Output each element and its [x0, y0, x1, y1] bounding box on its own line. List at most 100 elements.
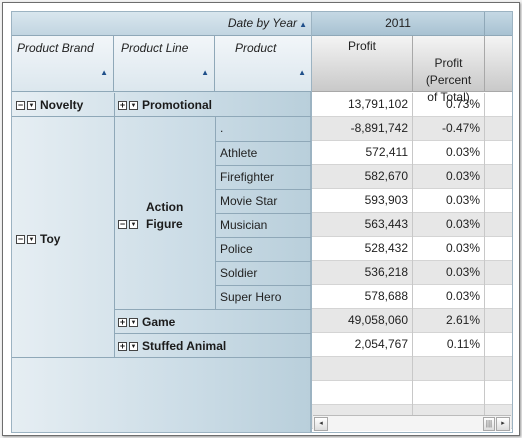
- profit-cell: 563,443: [312, 213, 413, 237]
- sort-ascending-icon[interactable]: ▲: [201, 68, 209, 77]
- profit-cell: -8,891,742: [312, 117, 413, 141]
- profit-percent-cell: 0.03%: [413, 285, 485, 309]
- minus-icon[interactable]: −: [118, 219, 127, 230]
- empty-cell: [312, 381, 413, 405]
- drill-down-icon[interactable]: ▼: [27, 101, 36, 111]
- scroll-left-arrow-icon[interactable]: ◂: [314, 417, 328, 431]
- empty-cell: [485, 261, 512, 285]
- profit-percent-cell: 0.03%: [413, 237, 485, 261]
- profit-percent-cell: 0.03%: [413, 141, 485, 165]
- profit-cell: 572,411: [312, 141, 413, 165]
- horizontal-scrollbar[interactable]: ◂ ||| ▸: [313, 415, 511, 431]
- empty-cell: [485, 213, 512, 237]
- year-label: 2011: [385, 16, 411, 30]
- drill-down-icon[interactable]: ▼: [129, 342, 138, 352]
- row-header-product[interactable]: Product ▲: [215, 36, 311, 92]
- plus-icon[interactable]: +: [118, 341, 127, 352]
- profit-percent-cell: 0.03%: [413, 165, 485, 189]
- table-row: 578,688 0.03%: [312, 285, 512, 309]
- product-item[interactable]: Soldier: [215, 261, 312, 285]
- product-item[interactable]: Movie Star: [215, 189, 312, 213]
- table-row: [312, 357, 512, 381]
- profit-percent-cell: 0.11%: [413, 333, 485, 357]
- row-header-region: Date by Year ▲ Product Brand ▲ Product L…: [11, 11, 312, 433]
- row-header-product-brand[interactable]: Product Brand ▲: [12, 36, 114, 92]
- data-area: 2011 Profit Profit (Percent of Total) 13…: [311, 11, 513, 433]
- sort-ascending-icon[interactable]: ▲: [298, 68, 306, 77]
- profit-percent-cell: 0.03%: [413, 189, 485, 213]
- table-row: 2,054,767 0.11%: [312, 333, 512, 357]
- column-axis-label: Date by Year: [227, 16, 297, 30]
- empty-cell: [485, 141, 512, 165]
- profit-cell: 593,903: [312, 189, 413, 213]
- line-label: Action Figure: [146, 200, 184, 231]
- brand-toy[interactable]: − ▼ Toy: [16, 232, 60, 246]
- profit-percent-cell: 0.03%: [413, 261, 485, 285]
- line-stuffed-animal[interactable]: + ▼ Stuffed Animal: [118, 339, 226, 353]
- line-action-figure[interactable]: − ▼ Action Figure: [118, 199, 213, 233]
- row-header-product-line[interactable]: Product Line ▲: [114, 36, 215, 92]
- line-game[interactable]: + ▼ Game: [118, 315, 175, 329]
- product-item[interactable]: Musician: [215, 213, 312, 237]
- profit-percent-cell: 0.03%: [413, 213, 485, 237]
- table-row: 582,670 0.03%: [312, 165, 512, 189]
- table-row: 572,411 0.03%: [312, 141, 512, 165]
- empty-cell: [413, 381, 485, 405]
- drill-down-icon[interactable]: ▼: [129, 318, 138, 328]
- row-header-label: Product Brand: [17, 41, 94, 55]
- profit-cell: 2,054,767: [312, 333, 413, 357]
- empty-cell: [485, 333, 512, 357]
- measure-label: Profit: [347, 39, 376, 53]
- table-row: 536,218 0.03%: [312, 261, 512, 285]
- row-novelty: [12, 93, 311, 117]
- row-header-label: Product Line: [121, 41, 189, 55]
- drill-down-icon[interactable]: ▼: [27, 235, 36, 245]
- year-header[interactable]: 2011: [312, 12, 485, 36]
- brand-novelty[interactable]: − ▼ Novelty: [16, 98, 83, 112]
- brand-label: Novelty: [40, 98, 84, 112]
- profit-cell: 582,670: [312, 165, 413, 189]
- plus-icon[interactable]: +: [118, 317, 127, 328]
- empty-cell: [312, 357, 413, 381]
- drill-down-icon[interactable]: ▼: [129, 220, 138, 230]
- scroll-thumb[interactable]: |||: [483, 417, 495, 431]
- brand-label: Toy: [40, 232, 61, 246]
- table-row: -8,891,742 -0.47%: [312, 117, 512, 141]
- product-item[interactable]: Athlete: [215, 141, 312, 165]
- product-item[interactable]: .: [220, 121, 224, 135]
- product-item[interactable]: Police: [215, 237, 312, 261]
- measure-header-profit[interactable]: Profit: [312, 36, 413, 92]
- table-row: 13,791,102 0.73%: [312, 93, 512, 117]
- empty-cell: [485, 309, 512, 333]
- sort-ascending-icon[interactable]: ▲: [100, 68, 108, 77]
- empty-cell: [485, 165, 512, 189]
- table-row: 593,903 0.03%: [312, 189, 512, 213]
- profit-cell: 528,432: [312, 237, 413, 261]
- column-axis-header[interactable]: Date by Year ▲: [12, 12, 311, 36]
- plus-icon[interactable]: +: [118, 100, 127, 111]
- product-item[interactable]: Firefighter: [215, 165, 312, 189]
- empty-cell: [485, 93, 512, 117]
- sort-ascending-icon[interactable]: ▲: [299, 20, 307, 29]
- minus-icon[interactable]: −: [16, 234, 25, 245]
- minus-icon[interactable]: −: [16, 100, 25, 111]
- profit-cell: 13,791,102: [312, 93, 413, 117]
- empty-cell: [485, 237, 512, 261]
- drill-down-icon[interactable]: ▼: [129, 101, 138, 111]
- line-label: Game: [142, 315, 176, 329]
- scroll-right-arrow-icon[interactable]: ▸: [496, 417, 510, 431]
- line-label: Stuffed Animal: [142, 339, 227, 353]
- profit-percent-cell: 0.73%: [413, 93, 485, 117]
- empty-cell: [485, 357, 512, 381]
- line-label: Promotional: [142, 98, 213, 112]
- table-row: [312, 381, 512, 405]
- product-item[interactable]: Super Hero: [215, 285, 312, 309]
- line-promotional[interactable]: + ▼ Promotional: [118, 98, 212, 112]
- profit-cell: 578,688: [312, 285, 413, 309]
- table-row: 49,058,060 2.61%: [312, 309, 512, 333]
- empty-cell: [485, 285, 512, 309]
- empty-cell: [485, 189, 512, 213]
- measure-header-profit-percent[interactable]: Profit (Percent of Total): [413, 36, 485, 104]
- empty-cell: [413, 357, 485, 381]
